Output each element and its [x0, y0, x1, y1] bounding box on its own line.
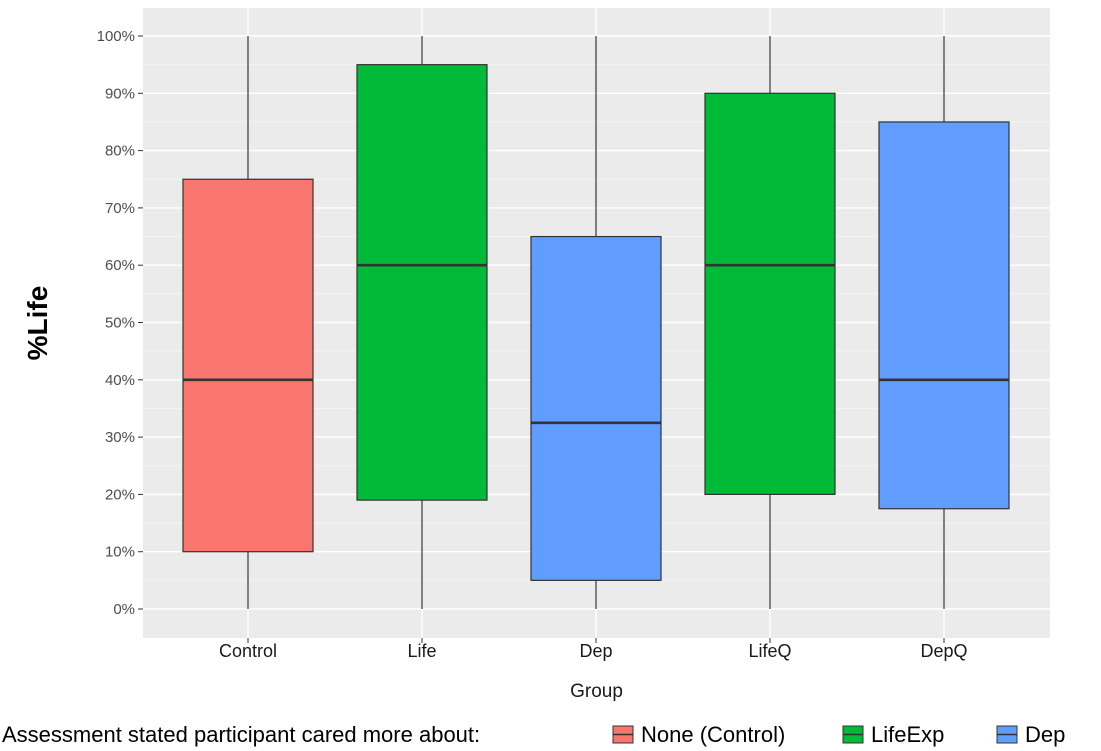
- x-tick-label: LifeQ: [748, 641, 791, 661]
- x-tick-label: Control: [219, 641, 277, 661]
- box-lifeq: [704, 36, 836, 609]
- y-axis-label: %Life: [22, 286, 53, 361]
- y-axis-ticks: 0% 10% 20% 30% 40% 50% 60% 70% 80% 90% 100%: [97, 28, 143, 618]
- y-tick-label: 30%: [105, 429, 135, 446]
- box-iqr: [878, 121, 1010, 510]
- legend-entry: LifeExp: [842, 722, 944, 747]
- y-tick-label: 0%: [113, 601, 135, 618]
- box-dep: [530, 36, 662, 609]
- legend: Assessment stated participant cared more…: [2, 722, 1065, 747]
- y-tick-label: 80%: [105, 143, 135, 160]
- box-control: [182, 36, 314, 609]
- y-tick-label: 100%: [97, 28, 135, 45]
- legend-entry: None (Control): [612, 722, 785, 747]
- legend-label: Dep: [1025, 722, 1065, 747]
- y-tick-label: 90%: [105, 85, 135, 102]
- x-axis-ticks: Control Life Dep LifeQ DepQ: [219, 638, 968, 661]
- legend-entry: Dep: [996, 722, 1065, 747]
- box-iqr: [356, 64, 488, 501]
- y-tick-label: 70%: [105, 200, 135, 217]
- x-tick-label: Life: [407, 641, 436, 661]
- box-iqr: [182, 178, 314, 553]
- x-axis-label: Group: [570, 681, 623, 702]
- y-tick-label: 40%: [105, 372, 135, 389]
- box-depq: [878, 36, 1010, 609]
- y-tick-label: 50%: [105, 315, 135, 332]
- boxes: [182, 36, 1010, 609]
- legend-title: Assessment stated participant cared more…: [2, 722, 480, 747]
- legend-label: LifeExp: [871, 722, 944, 747]
- x-tick-label: Dep: [579, 641, 612, 661]
- box-life: [356, 36, 488, 609]
- legend-label: None (Control): [641, 722, 785, 747]
- y-tick-label: 10%: [105, 544, 135, 561]
- y-tick-label: 20%: [105, 486, 135, 503]
- box-iqr: [530, 235, 662, 581]
- box-iqr: [704, 92, 836, 496]
- x-tick-label: DepQ: [920, 641, 967, 661]
- y-tick-label: 60%: [105, 257, 135, 274]
